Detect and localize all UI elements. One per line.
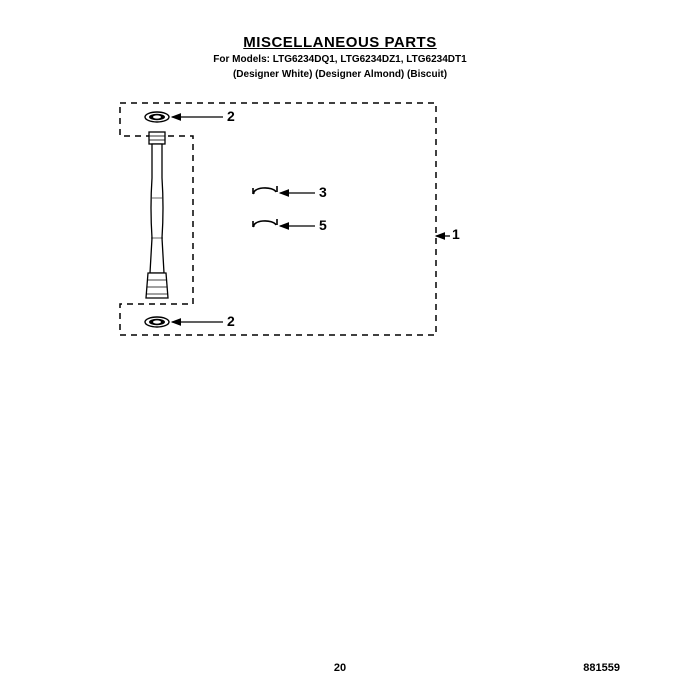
callout-label-2-top: 2	[227, 108, 235, 124]
washer-top-inner	[153, 115, 161, 118]
page-number: 20	[334, 662, 346, 674]
clamp-3	[253, 186, 277, 194]
subtitle-line-1: For Models: LTG6234DQ1, LTG6234DZ1, LTG6…	[0, 53, 680, 66]
page-container: MISCELLANEOUS PARTS For Models: LTG6234D…	[0, 0, 680, 680]
callout-label-5: 5	[319, 217, 327, 233]
subtitle-line-2: (Designer White) (Designer Almond) (Bisc…	[0, 68, 680, 81]
diagram-svg	[100, 98, 460, 348]
dashed-boundary	[120, 103, 436, 335]
callout-label-1: 1	[452, 226, 460, 242]
callout-label-2-bot: 2	[227, 313, 235, 329]
callout-label-3: 3	[319, 184, 327, 200]
parts-diagram: 1 2 2 3 5	[100, 98, 440, 343]
document-id: 881559	[583, 662, 620, 674]
page-title: MISCELLANEOUS PARTS	[0, 34, 680, 51]
coupling-top	[149, 132, 165, 144]
washer-bot-inner	[153, 320, 161, 323]
hose-body	[150, 144, 164, 273]
clamp-5	[253, 219, 277, 227]
header-block: MISCELLANEOUS PARTS For Models: LTG6234D…	[0, 34, 680, 81]
